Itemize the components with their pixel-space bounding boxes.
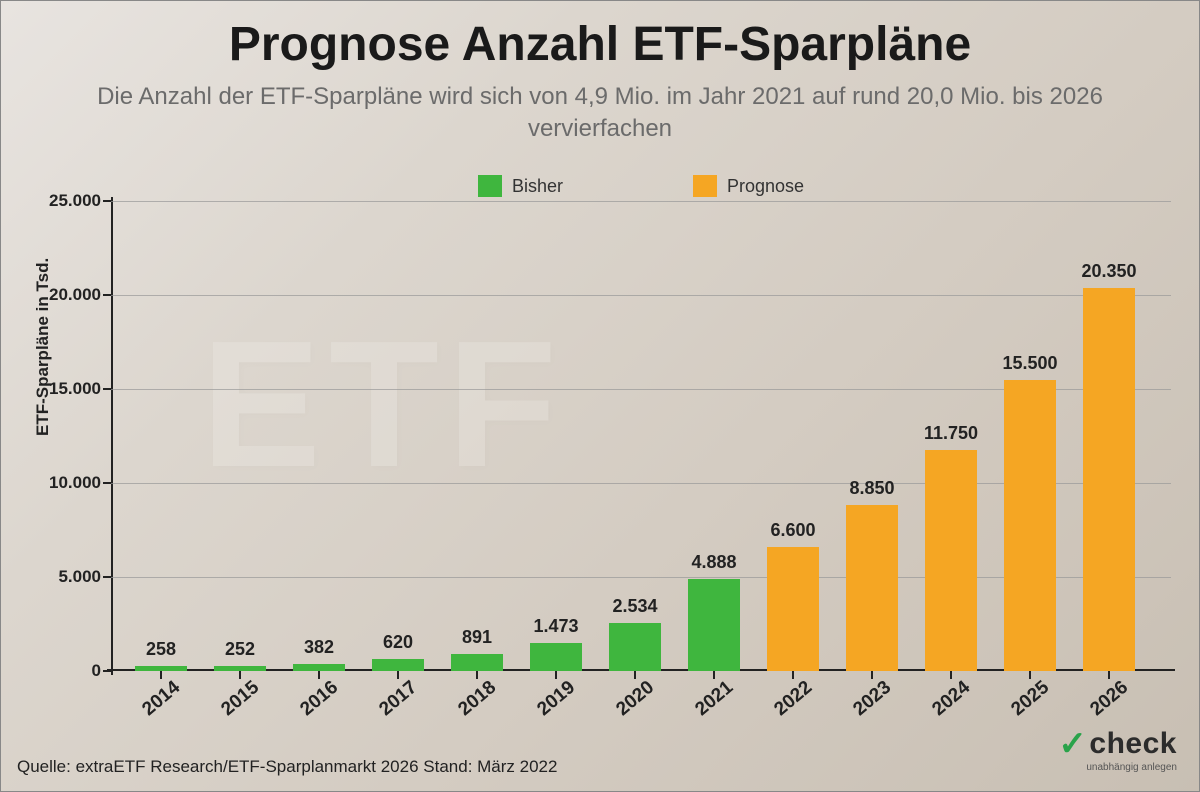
x-tick-label: 2018 bbox=[454, 677, 501, 721]
bar-value-label: 258 bbox=[146, 639, 176, 660]
y-tick-mark bbox=[103, 294, 111, 296]
y-tick-mark bbox=[103, 576, 111, 578]
bar-value-label: 20.350 bbox=[1081, 261, 1136, 282]
brand-logo: ✓ check unabhängig anlegen bbox=[1058, 724, 1177, 773]
bar-2016: 382 bbox=[293, 664, 345, 671]
x-tick-mark bbox=[871, 671, 873, 679]
x-tick-mark bbox=[160, 671, 162, 679]
x-tick-mark bbox=[397, 671, 399, 679]
x-tick-label: 2017 bbox=[375, 677, 422, 721]
plot-area: Bisher Prognose 05.00010.00015.00020.000… bbox=[111, 201, 1171, 671]
bar-value-label: 4.888 bbox=[691, 552, 736, 573]
bar-2017: 620 bbox=[372, 659, 424, 671]
x-tick-label: 2022 bbox=[770, 677, 817, 721]
x-tick-label: 2021 bbox=[691, 677, 738, 721]
bar-value-label: 11.750 bbox=[924, 423, 978, 444]
x-tick-mark bbox=[318, 671, 320, 679]
bar-value-label: 8.850 bbox=[849, 478, 894, 499]
bar-2022: 6.600 bbox=[767, 547, 819, 671]
gridline bbox=[111, 201, 1171, 202]
y-tick-mark bbox=[103, 388, 111, 390]
bar-2020: 2.534 bbox=[609, 623, 661, 671]
bar-2019: 1.473 bbox=[530, 643, 582, 671]
x-tick-mark bbox=[1029, 671, 1031, 679]
x-tick-mark bbox=[792, 671, 794, 679]
bar-value-label: 2.534 bbox=[612, 596, 657, 617]
bar-value-label: 1.473 bbox=[533, 616, 578, 637]
bar-value-label: 382 bbox=[304, 637, 334, 658]
x-tick-label: 2026 bbox=[1086, 677, 1133, 721]
y-tick-label: 20.000 bbox=[49, 285, 101, 305]
x-tick-label: 2019 bbox=[533, 677, 580, 721]
x-tick-mark bbox=[239, 671, 241, 679]
x-tick-mark bbox=[1108, 671, 1110, 679]
legend: Bisher Prognose bbox=[111, 175, 1171, 197]
y-tick-mark bbox=[103, 670, 111, 672]
x-tick-label: 2020 bbox=[612, 677, 659, 721]
bar-2024: 11.750 bbox=[925, 450, 977, 671]
bar-2021: 4.888 bbox=[688, 579, 740, 671]
legend-label-prognose: Prognose bbox=[727, 176, 804, 197]
y-tick-label: 25.000 bbox=[49, 191, 101, 211]
x-tick-mark bbox=[713, 671, 715, 679]
check-icon: ✓ bbox=[1058, 724, 1087, 764]
bar-2023: 8.850 bbox=[846, 505, 898, 671]
y-tick-label: 0 bbox=[92, 661, 101, 681]
x-tick-label: 2016 bbox=[296, 677, 343, 721]
legend-swatch-prognose bbox=[693, 175, 717, 197]
x-tick-label: 2024 bbox=[928, 677, 975, 721]
legend-item-prognose: Prognose bbox=[693, 175, 804, 197]
bar-2025: 15.500 bbox=[1004, 380, 1056, 671]
chart-subtitle: Die Anzahl der ETF-Sparpläne wird sich v… bbox=[61, 81, 1139, 146]
bar-value-label: 620 bbox=[383, 632, 413, 653]
y-tick-mark bbox=[103, 482, 111, 484]
bar-value-label: 15.500 bbox=[1002, 353, 1057, 374]
source-text: Quelle: extraETF Research/ETF-Sparplanma… bbox=[17, 757, 557, 777]
x-tick-mark bbox=[634, 671, 636, 679]
bar-2026: 20.350 bbox=[1083, 288, 1135, 671]
x-tick-label: 2014 bbox=[138, 677, 185, 721]
y-axis-line bbox=[111, 197, 113, 675]
bar-value-label: 6.600 bbox=[770, 520, 815, 541]
y-tick-mark bbox=[103, 200, 111, 202]
brand-name: check bbox=[1089, 727, 1177, 761]
y-tick-label: 10.000 bbox=[49, 473, 101, 493]
y-tick-label: 5.000 bbox=[58, 567, 101, 587]
x-tick-mark bbox=[950, 671, 952, 679]
x-tick-mark bbox=[476, 671, 478, 679]
bar-value-label: 252 bbox=[225, 639, 255, 660]
legend-item-bisher: Bisher bbox=[478, 175, 563, 197]
x-tick-label: 2025 bbox=[1007, 677, 1054, 721]
bar-2018: 891 bbox=[451, 654, 503, 671]
chart-title: Prognose Anzahl ETF-Sparpläne bbox=[1, 17, 1199, 72]
bar-value-label: 891 bbox=[462, 627, 492, 648]
y-tick-label: 15.000 bbox=[49, 379, 101, 399]
x-tick-label: 2015 bbox=[217, 677, 264, 721]
legend-swatch-bisher bbox=[478, 175, 502, 197]
x-tick-label: 2023 bbox=[849, 677, 896, 721]
gridline bbox=[111, 295, 1171, 296]
legend-label-bisher: Bisher bbox=[512, 176, 563, 197]
x-tick-mark bbox=[555, 671, 557, 679]
